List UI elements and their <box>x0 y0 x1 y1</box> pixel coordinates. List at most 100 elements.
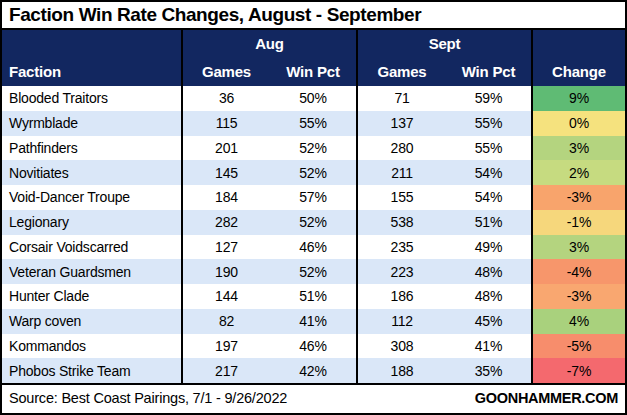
change-cell: 0% <box>533 111 625 136</box>
sept-winpct-cell: 48% <box>446 284 533 309</box>
aug-winpct-cell: 52% <box>270 136 358 161</box>
column-header-change: Change <box>533 56 625 86</box>
aug-games-cell: 197 <box>183 334 270 359</box>
aug-games-cell: 190 <box>183 259 270 284</box>
change-cell: -1% <box>533 210 625 235</box>
change-cell: -3% <box>533 185 625 210</box>
sept-winpct-cell: 41% <box>446 334 533 359</box>
brand-text: GOONHAMMER.COM <box>475 390 618 406</box>
sept-winpct-cell: 35% <box>446 358 533 383</box>
sept-games-cell: 280 <box>358 136 446 161</box>
aug-winpct-cell: 50% <box>270 86 358 111</box>
table-header: Faction Aug Sept Games Win Pct Games Win… <box>2 30 625 86</box>
faction-cell: Wyrmblade <box>2 111 183 136</box>
aug-games-cell: 144 <box>183 284 270 309</box>
aug-games-cell: 201 <box>183 136 270 161</box>
faction-cell: Corsair Voidscarred <box>2 235 183 260</box>
change-cell: 2% <box>533 160 625 185</box>
sept-winpct-cell: 49% <box>446 235 533 260</box>
aug-games-cell: 82 <box>183 309 270 334</box>
change-cell: -4% <box>533 259 625 284</box>
source-text: Source: Best Coast Pairings, 7/1 - 9/26/… <box>9 390 287 406</box>
faction-cell: Legionary <box>2 210 183 235</box>
column-header-aug-winpct: Win Pct <box>270 56 358 86</box>
table-row: Phobos Strike Team 217 42% 188 35% -7% <box>2 358 625 383</box>
aug-winpct-cell: 52% <box>270 160 358 185</box>
aug-games-cell: 145 <box>183 160 270 185</box>
column-header-sept-winpct: Win Pct <box>446 56 533 86</box>
sept-winpct-cell: 54% <box>446 185 533 210</box>
aug-games-cell: 282 <box>183 210 270 235</box>
table-row: Blooded Traitors 36 50% 71 59% 9% <box>2 86 625 111</box>
sept-games-cell: 211 <box>358 160 446 185</box>
sept-winpct-cell: 51% <box>446 210 533 235</box>
group-header-blank <box>533 30 625 56</box>
aug-winpct-cell: 51% <box>270 284 358 309</box>
sept-games-cell: 137 <box>358 111 446 136</box>
aug-games-cell: 36 <box>183 86 270 111</box>
faction-cell: Kommandos <box>2 334 183 359</box>
sept-winpct-cell: 59% <box>446 86 533 111</box>
sept-games-cell: 186 <box>358 284 446 309</box>
sept-games-cell: 188 <box>358 358 446 383</box>
aug-winpct-cell: 46% <box>270 334 358 359</box>
table-row: Kommandos 197 46% 308 41% -5% <box>2 334 625 359</box>
sept-games-cell: 71 <box>358 86 446 111</box>
change-cell: -5% <box>533 334 625 359</box>
column-header-sept-games: Games <box>358 56 446 86</box>
sept-winpct-cell: 48% <box>446 259 533 284</box>
aug-winpct-cell: 52% <box>270 210 358 235</box>
group-header-sept: Sept <box>358 30 533 56</box>
change-cell: 3% <box>533 136 625 161</box>
table-row: Void-Dancer Troupe 184 57% 155 54% -3% <box>2 185 625 210</box>
column-header-faction: Faction <box>2 30 183 86</box>
footer: Source: Best Coast Pairings, 7/1 - 9/26/… <box>2 383 625 411</box>
sept-games-cell: 235 <box>358 235 446 260</box>
faction-cell: Blooded Traitors <box>2 86 183 111</box>
aug-games-cell: 184 <box>183 185 270 210</box>
change-cell: 3% <box>533 235 625 260</box>
sept-winpct-cell: 54% <box>446 160 533 185</box>
sept-games-cell: 308 <box>358 334 446 359</box>
faction-cell: Void-Dancer Troupe <box>2 185 183 210</box>
aug-games-cell: 217 <box>183 358 270 383</box>
sept-games-cell: 223 <box>358 259 446 284</box>
change-cell: -3% <box>533 284 625 309</box>
aug-winpct-cell: 55% <box>270 111 358 136</box>
table-row: Wyrmblade 115 55% 137 55% 0% <box>2 111 625 136</box>
faction-cell: Phobos Strike Team <box>2 358 183 383</box>
faction-cell: Warp coven <box>2 309 183 334</box>
win-rate-table: Faction Win Rate Changes, August - Septe… <box>0 0 627 415</box>
table-row: Corsair Voidscarred 127 46% 235 49% 3% <box>2 235 625 260</box>
table-row: Pathfinders 201 52% 280 55% 3% <box>2 136 625 161</box>
page-title: Faction Win Rate Changes, August - Septe… <box>9 4 421 26</box>
table-row: Legionary 282 52% 538 51% -1% <box>2 210 625 235</box>
table-row: Novitiates 145 52% 211 54% 2% <box>2 160 625 185</box>
sept-games-cell: 112 <box>358 309 446 334</box>
aug-winpct-cell: 57% <box>270 185 358 210</box>
table-body: Blooded Traitors 36 50% 71 59% 9% Wyrmbl… <box>2 86 625 383</box>
sept-games-cell: 538 <box>358 210 446 235</box>
sept-winpct-cell: 55% <box>446 136 533 161</box>
title-band: Faction Win Rate Changes, August - Septe… <box>2 2 625 30</box>
table-row: Hunter Clade 144 51% 186 48% -3% <box>2 284 625 309</box>
faction-cell: Hunter Clade <box>2 284 183 309</box>
aug-games-cell: 115 <box>183 111 270 136</box>
table-row: Warp coven 82 41% 112 45% 4% <box>2 309 625 334</box>
aug-winpct-cell: 52% <box>270 259 358 284</box>
sept-games-cell: 155 <box>358 185 446 210</box>
change-cell: 9% <box>533 86 625 111</box>
faction-cell: Veteran Guardsmen <box>2 259 183 284</box>
sept-winpct-cell: 55% <box>446 111 533 136</box>
faction-cell: Novitiates <box>2 160 183 185</box>
table-row: Veteran Guardsmen 190 52% 223 48% -4% <box>2 259 625 284</box>
change-cell: 4% <box>533 309 625 334</box>
aug-games-cell: 127 <box>183 235 270 260</box>
change-cell: -7% <box>533 358 625 383</box>
aug-winpct-cell: 46% <box>270 235 358 260</box>
aug-winpct-cell: 42% <box>270 358 358 383</box>
faction-cell: Pathfinders <box>2 136 183 161</box>
aug-winpct-cell: 41% <box>270 309 358 334</box>
group-header-aug: Aug <box>183 30 358 56</box>
sept-winpct-cell: 45% <box>446 309 533 334</box>
